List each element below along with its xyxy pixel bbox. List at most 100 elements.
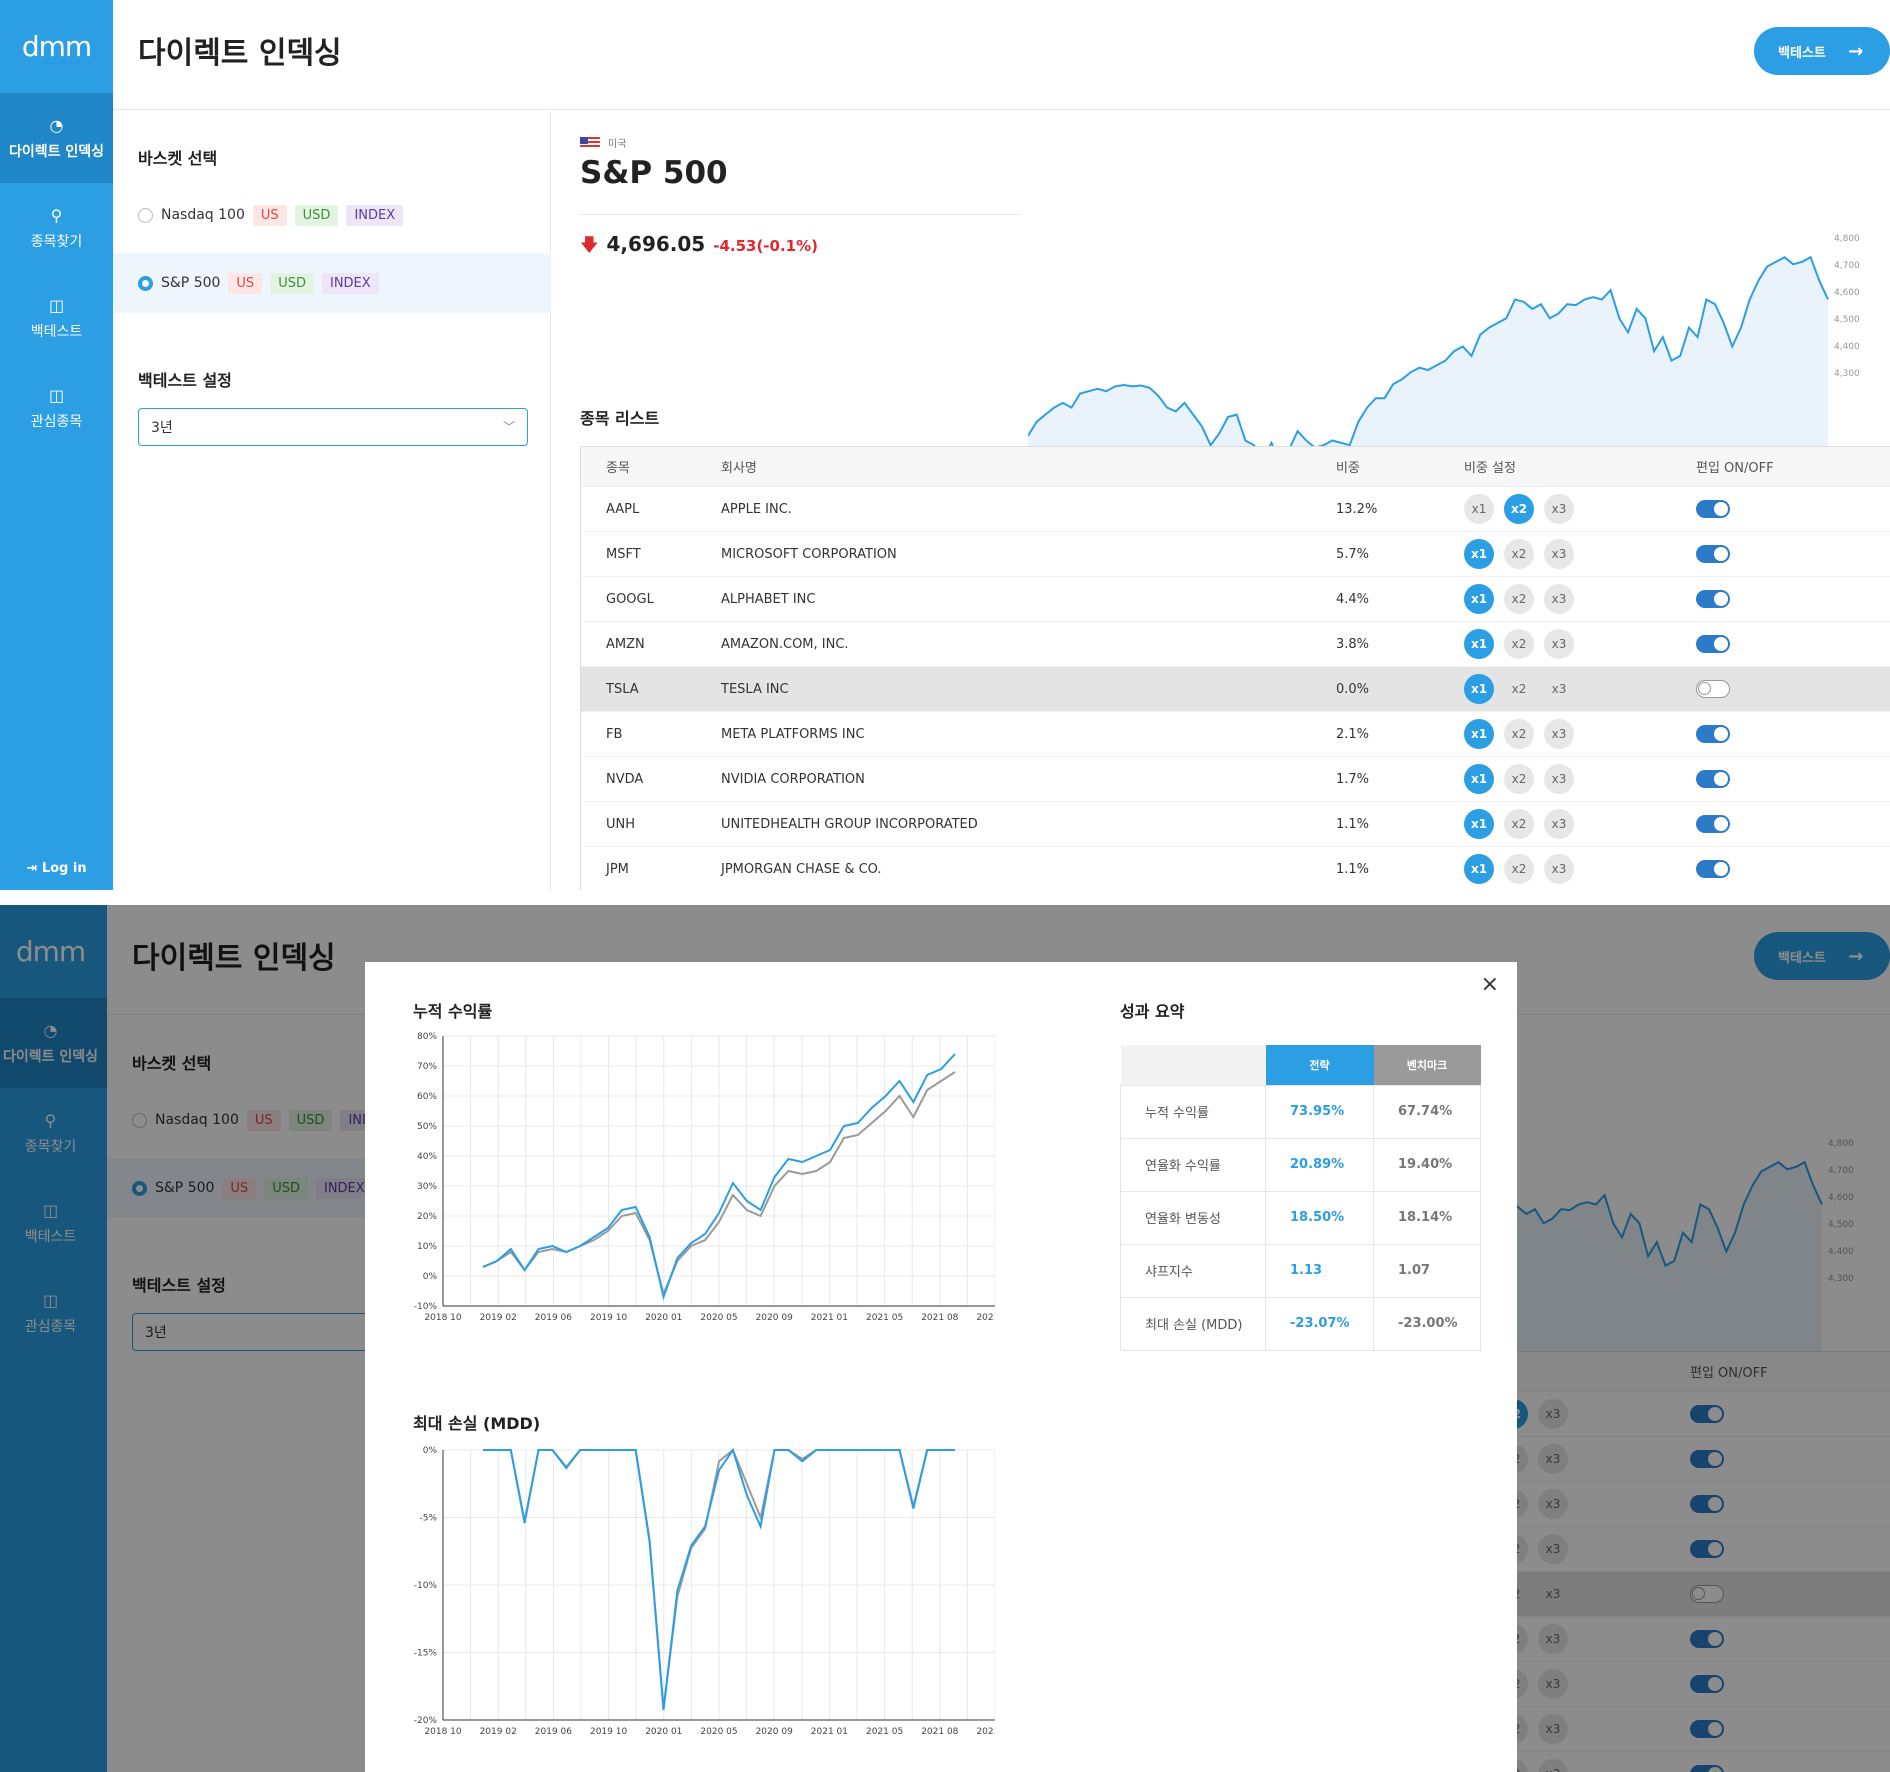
radio-button[interactable] bbox=[132, 1180, 147, 1196]
sidebar-item-label: 종목찾기 bbox=[30, 233, 83, 250]
multiplier-button-x2[interactable]: x2 bbox=[1504, 719, 1534, 749]
sidebar-item-search[interactable]: ⚲ 종목찾기 bbox=[0, 1088, 107, 1178]
company-name: JPMORGAN CHASE & CO. bbox=[721, 861, 882, 877]
include-toggle[interactable] bbox=[1690, 1765, 1724, 1772]
include-toggle[interactable] bbox=[1696, 545, 1730, 563]
multiplier-button-x3[interactable]: x3 bbox=[1538, 1399, 1568, 1429]
multiplier-button-x3[interactable]: x3 bbox=[1544, 764, 1574, 794]
multiplier-button-x1[interactable]: x1 bbox=[1464, 764, 1494, 794]
multiplier-button-x2[interactable]: x2 bbox=[1504, 584, 1534, 614]
basket-name: S&P 500 bbox=[161, 275, 221, 291]
include-toggle[interactable] bbox=[1690, 1630, 1724, 1648]
multiplier-button-x1[interactable]: x1 bbox=[1464, 674, 1494, 704]
sidebar-item-direct-indexing[interactable]: ◔ 다이렉트 인덱싱 bbox=[0, 93, 113, 183]
summary-strategy-value: -23.07% bbox=[1265, 1297, 1374, 1351]
multiplier-button-x3[interactable]: x3 bbox=[1538, 1759, 1568, 1772]
include-toggle[interactable] bbox=[1690, 1675, 1724, 1693]
multiplier-button-x3[interactable]: x3 bbox=[1545, 1587, 1561, 1601]
multiplier-button-x1[interactable]: x1 bbox=[1464, 584, 1494, 614]
summary-benchmark-value: 18.14% bbox=[1373, 1191, 1481, 1245]
radio-button[interactable] bbox=[138, 275, 153, 291]
multiplier-button-x1[interactable]: x1 bbox=[1464, 854, 1494, 884]
multiplier-button-x3[interactable]: x3 bbox=[1538, 1624, 1568, 1654]
include-toggle[interactable] bbox=[1690, 1405, 1724, 1423]
include-toggle[interactable] bbox=[1690, 1540, 1724, 1558]
multiplier-button-x2[interactable]: x2 bbox=[1504, 764, 1534, 794]
sidebar-item-backtest[interactable]: ◫ 백테스트 bbox=[0, 1178, 107, 1268]
multiplier-button-x1[interactable]: x1 bbox=[1464, 629, 1494, 659]
price-row: 🡇 4,696.05 -4.53(-0.1%) bbox=[580, 232, 818, 263]
sidebar-item-watchlist[interactable]: ◫ 관심종목 bbox=[0, 1268, 107, 1358]
sidebar-item-direct-indexing[interactable]: ◔ 다이렉트 인덱싱 bbox=[0, 998, 107, 1088]
login-link[interactable]: ⇥ Log in bbox=[0, 861, 113, 876]
sparkline-tick-label: 4,600 bbox=[1828, 1193, 1854, 1203]
multiplier-button-x2[interactable]: x2 bbox=[1511, 682, 1527, 696]
multiplier-button-x2[interactable]: x2 bbox=[1504, 494, 1534, 524]
multiplier-button-x3[interactable]: x3 bbox=[1551, 682, 1567, 696]
company-name: ALPHABET INC bbox=[721, 591, 816, 607]
multiplier-button-x1[interactable]: x1 bbox=[1464, 719, 1494, 749]
sidebar-item-search[interactable]: ⚲ 종목찾기 bbox=[0, 183, 113, 273]
include-toggle[interactable] bbox=[1696, 815, 1730, 833]
multiplier-button-x2[interactable]: x2 bbox=[1504, 809, 1534, 839]
weight-multiplier-group: x1 x2 x3 bbox=[1464, 674, 1696, 704]
multiplier-button-x1[interactable]: x1 bbox=[1464, 539, 1494, 569]
multiplier-button-x1[interactable]: x1 bbox=[1464, 494, 1494, 524]
index-change: -4.53(-0.1%) bbox=[713, 237, 818, 255]
basket-name: Nasdaq 100 bbox=[161, 207, 245, 223]
include-toggle[interactable] bbox=[1696, 770, 1730, 788]
include-toggle[interactable] bbox=[1696, 680, 1730, 698]
col-weight-setting: 비중 설정 bbox=[1464, 461, 1516, 476]
multiplier-button-x3[interactable]: x3 bbox=[1538, 1669, 1568, 1699]
sidebar-item-watchlist[interactable]: ◫ 관심종목 bbox=[0, 363, 113, 453]
weight-multiplier-group: x1 x2 x3 bbox=[1464, 719, 1696, 749]
page-title: 다이렉트 인덱싱 bbox=[132, 941, 336, 976]
multiplier-button-x3[interactable]: x3 bbox=[1538, 1534, 1568, 1564]
multiplier-button-x3[interactable]: x3 bbox=[1544, 629, 1574, 659]
weight-multiplier-group: x1 x2 x3 bbox=[1464, 629, 1696, 659]
period-value: 3년 bbox=[151, 420, 173, 436]
basket-option-nasdaq[interactable]: Nasdaq 100 US USD INDEX bbox=[113, 185, 551, 245]
multiplier-button-x3[interactable]: x3 bbox=[1544, 854, 1574, 884]
include-toggle[interactable] bbox=[1690, 1495, 1724, 1513]
include-toggle[interactable] bbox=[1690, 1720, 1724, 1738]
basket-option-sp500[interactable]: S&P 500 US USD INDEX bbox=[113, 253, 551, 313]
radio-button[interactable] bbox=[132, 1112, 147, 1128]
backtest-button-label: 백테스트 bbox=[1778, 950, 1826, 966]
logo[interactable]: dmm bbox=[15, 935, 86, 968]
include-toggle[interactable] bbox=[1696, 635, 1730, 653]
logo[interactable]: dmm bbox=[21, 30, 92, 63]
multiplier-button-x3[interactable]: x3 bbox=[1538, 1714, 1568, 1744]
close-icon[interactable]: × bbox=[1480, 972, 1499, 997]
multiplier-button-x2[interactable]: x2 bbox=[1504, 629, 1534, 659]
multiplier-button-x3[interactable]: x3 bbox=[1544, 584, 1574, 614]
basket-name: Nasdaq 100 bbox=[155, 1112, 239, 1128]
multiplier-button-x3[interactable]: x3 bbox=[1544, 494, 1574, 524]
stock-symbol: AAPL bbox=[606, 501, 640, 517]
stock-symbol: FB bbox=[606, 726, 623, 742]
period-select[interactable]: 3년 ﹀ bbox=[138, 408, 528, 446]
sidebar-item-backtest[interactable]: ◫ 백테스트 bbox=[0, 273, 113, 363]
multiplier-button-x3[interactable]: x3 bbox=[1544, 719, 1574, 749]
multiplier-button-x3[interactable]: x3 bbox=[1538, 1489, 1568, 1519]
col-company: 회사명 bbox=[721, 461, 757, 476]
include-toggle[interactable] bbox=[1696, 500, 1730, 518]
include-toggle[interactable] bbox=[1690, 1585, 1724, 1603]
y-tick-label: 60% bbox=[417, 1092, 437, 1102]
login-label: Log in bbox=[41, 861, 87, 876]
multiplier-button-x3[interactable]: x3 bbox=[1544, 809, 1574, 839]
backtest-button[interactable]: 백테스트 → bbox=[1754, 27, 1890, 75]
multiplier-button-x3[interactable]: x3 bbox=[1538, 1444, 1568, 1474]
multiplier-button-x1[interactable]: x1 bbox=[1464, 809, 1494, 839]
multiplier-button-x2[interactable]: x2 bbox=[1504, 854, 1534, 884]
include-toggle[interactable] bbox=[1690, 1450, 1724, 1468]
include-toggle[interactable] bbox=[1696, 725, 1730, 743]
include-toggle[interactable] bbox=[1696, 590, 1730, 608]
multiplier-button-x2[interactable]: x2 bbox=[1504, 539, 1534, 569]
include-toggle[interactable] bbox=[1696, 860, 1730, 878]
backtest-modal: × 누적 수익률 80% 70% 60% 50% 40% 30% 20% 10% 0% -10% 2… bbox=[365, 962, 1517, 1772]
table-row: FB META PLATFORMS INC 2.1% x1 x2 x3 bbox=[581, 712, 1890, 757]
backtest-button[interactable]: 백테스트 → bbox=[1754, 932, 1890, 980]
multiplier-button-x3[interactable]: x3 bbox=[1544, 539, 1574, 569]
radio-button[interactable] bbox=[138, 207, 153, 223]
